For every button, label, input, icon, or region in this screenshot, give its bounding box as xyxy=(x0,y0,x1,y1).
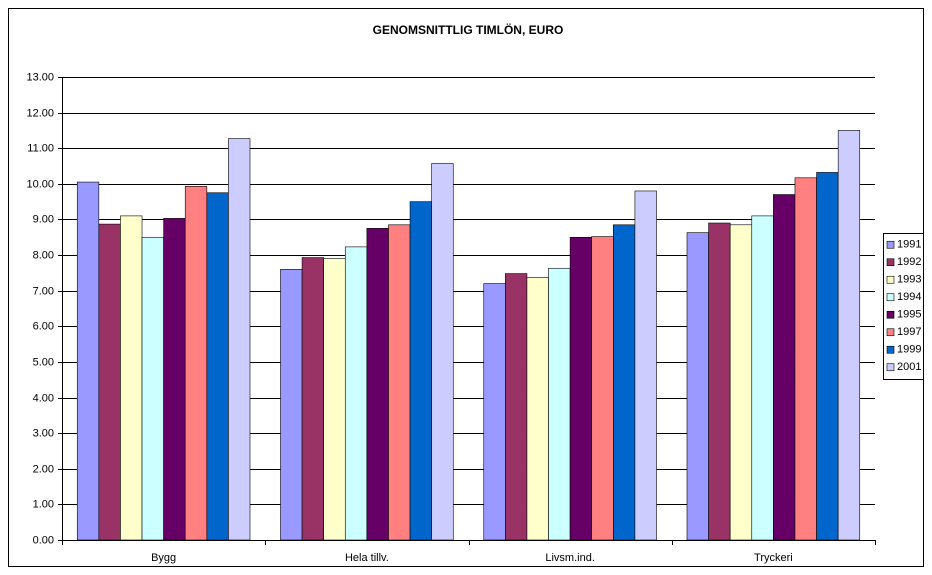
bar xyxy=(228,138,251,541)
legend-label: 1999 xyxy=(897,344,921,356)
legend-swatch xyxy=(886,310,895,319)
y-tick-label: 0.00 xyxy=(33,534,54,546)
bar xyxy=(409,201,432,541)
legend-swatch xyxy=(886,328,895,337)
x-tick-label: Hela tillv. xyxy=(345,552,389,564)
bar xyxy=(280,269,303,541)
bar xyxy=(794,177,817,541)
y-tick-label: 12.00 xyxy=(26,107,54,119)
y-tick-label: 9.00 xyxy=(33,213,54,225)
bar xyxy=(591,236,614,541)
bar xyxy=(163,218,186,541)
bar xyxy=(569,236,593,541)
legend-label: 2001 xyxy=(897,361,921,373)
bar xyxy=(526,277,549,541)
bar xyxy=(548,267,571,541)
x-tick-label: Bygg xyxy=(151,552,176,564)
bar xyxy=(686,232,709,541)
y-tick-label: 2.00 xyxy=(33,463,54,475)
legend-box xyxy=(883,233,924,380)
bar xyxy=(120,215,143,541)
x-tick-label: Tryckeri xyxy=(754,552,793,564)
bar xyxy=(366,228,389,541)
bar xyxy=(634,190,657,541)
bar xyxy=(98,223,121,541)
legend-label: 1993 xyxy=(897,274,921,286)
y-tick-label: 13.00 xyxy=(26,71,54,83)
legend-swatch xyxy=(886,363,895,372)
bar xyxy=(76,181,100,541)
y-tick-label: 11.00 xyxy=(27,142,54,154)
y-tick-label: 10.00 xyxy=(26,178,54,190)
legend-label: 1991 xyxy=(897,239,921,251)
bar xyxy=(483,283,506,541)
legend-label: 1992 xyxy=(897,256,921,268)
y-tick-label: 7.00 xyxy=(33,285,54,297)
legend-swatch xyxy=(886,293,895,302)
legend-swatch xyxy=(886,240,895,249)
bar xyxy=(773,194,796,541)
bar xyxy=(323,258,346,541)
bar xyxy=(141,236,164,541)
bar xyxy=(206,192,229,541)
bar xyxy=(751,215,774,541)
bar xyxy=(837,130,861,541)
bar xyxy=(184,186,208,541)
bar xyxy=(344,246,368,541)
legend-swatch xyxy=(886,345,895,354)
y-tick-label: 6.00 xyxy=(33,320,54,332)
bar xyxy=(431,163,454,541)
bar xyxy=(816,172,839,541)
legend-label: 1995 xyxy=(897,309,921,321)
bar xyxy=(729,224,753,541)
chart-title: GENOMSNITTLIG TIMLÖN, EURO xyxy=(373,22,564,37)
legend-label: 1997 xyxy=(897,326,921,338)
legend-swatch xyxy=(886,275,895,284)
bar xyxy=(388,224,411,541)
y-tick-label: 5.00 xyxy=(33,356,54,368)
bar xyxy=(301,257,324,541)
y-tick-label: 1.00 xyxy=(33,498,54,510)
y-tick-label: 3.00 xyxy=(33,427,54,439)
bar xyxy=(708,222,731,541)
y-tick-label: 4.00 xyxy=(33,392,54,404)
legend-label: 1994 xyxy=(897,291,921,303)
legend-swatch xyxy=(886,258,895,267)
x-tick-label: Livsm.ind. xyxy=(545,552,595,564)
y-tick-label: 8.00 xyxy=(33,249,54,261)
bar xyxy=(505,273,528,541)
bar xyxy=(613,224,636,541)
